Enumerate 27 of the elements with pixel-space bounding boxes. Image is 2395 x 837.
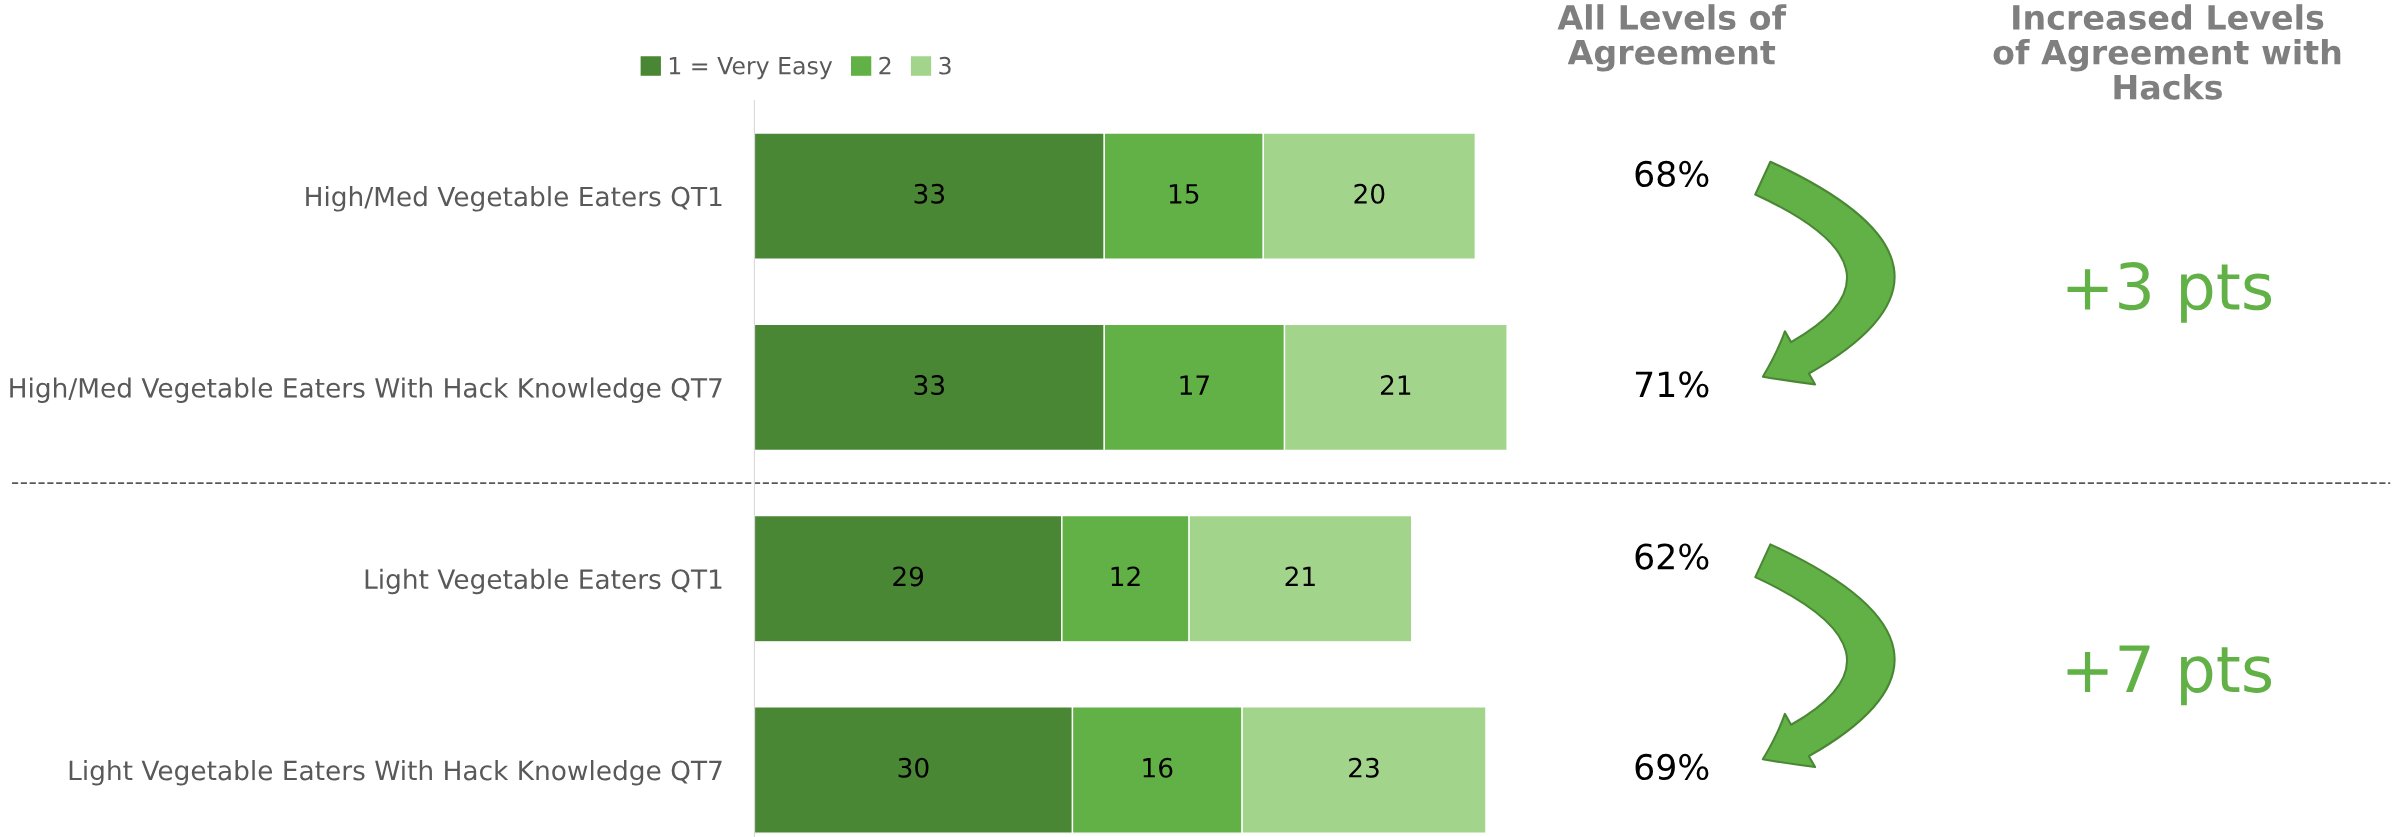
- data-label: 33: [914, 375, 945, 396]
- legend-label: 2: [879, 56, 891, 75]
- y-tick-label: High/Med Vegetable Eaters QT1: [306, 186, 722, 212]
- legend-label: 1 = Very Easy: [669, 57, 833, 80]
- data-label: 21: [1285, 566, 1315, 587]
- text: 68%: [1635, 160, 1709, 188]
- text: Increased Levels of Agreement with Hacks: [1993, 4, 2341, 100]
- data-label: 21: [1380, 375, 1411, 395]
- data-label: 20: [1354, 183, 1385, 204]
- text: 71%: [1635, 371, 1709, 398]
- text: +7 pts: [2067, 645, 2272, 706]
- y-tick-label: Light Vegetable Eaters With Hack Knowledge QT7: [69, 760, 722, 786]
- data-label: 17: [1180, 375, 1209, 395]
- data-label: 16: [1143, 757, 1173, 778]
- text: +3 pts: [2067, 261, 2272, 323]
- legend-label: 3: [939, 56, 951, 75]
- text: 62%: [1635, 543, 1709, 570]
- data-label: 33: [914, 183, 945, 204]
- data-label: 15: [1169, 184, 1199, 204]
- data-label: 12: [1111, 566, 1140, 587]
- data-label: 23: [1349, 757, 1379, 778]
- data-label: 30: [898, 757, 929, 778]
- text: All Levels of Agreement: [1557, 4, 1787, 72]
- y-tick-label: Light Vegetable Eaters QT1: [365, 568, 722, 595]
- y-tick-label: High/Med Vegetable Eaters With Hack Knowledge QT7: [10, 377, 722, 403]
- text: 69%: [1635, 753, 1709, 781]
- data-label: 29: [893, 566, 924, 587]
